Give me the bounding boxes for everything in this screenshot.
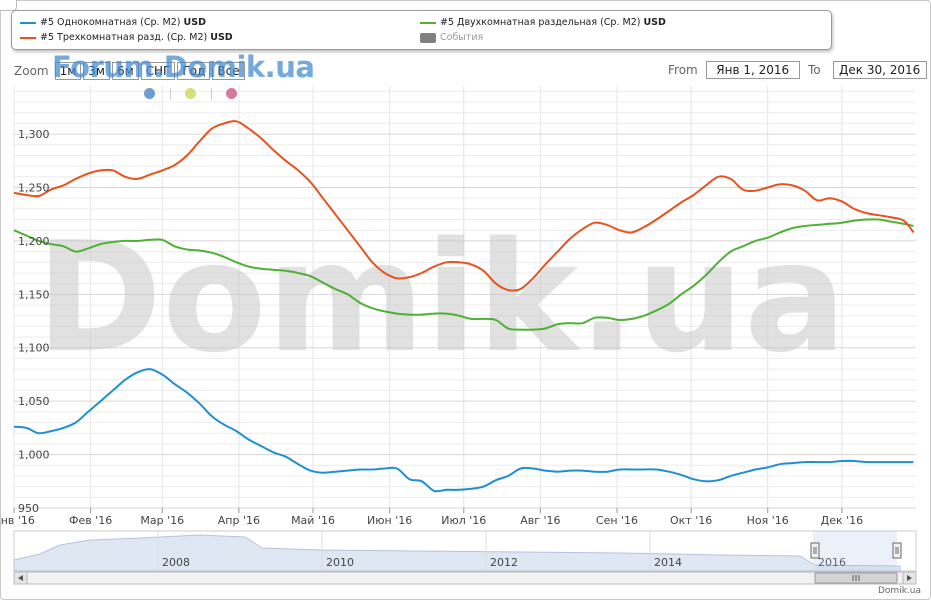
navigator-year-label: 2016 bbox=[818, 556, 846, 569]
vertical-gridlines bbox=[13, 86, 843, 514]
x-tick-label: Ноя '16 bbox=[747, 514, 789, 527]
legend-label-2room: #5 Двухкомнатная раздельная (Ср. М2) bbox=[440, 17, 641, 28]
navigator-year-label: 2014 bbox=[654, 556, 682, 569]
event-marker-yellow[interactable] bbox=[185, 88, 196, 99]
legend-swatch-3room bbox=[20, 36, 36, 39]
navigator-overview-area bbox=[13, 534, 901, 572]
series-lines bbox=[13, 120, 915, 493]
legend-swatch-events bbox=[420, 32, 436, 43]
arrow-right-icon bbox=[907, 575, 912, 581]
zoom-bar: Zoom 1м 3м 6м СНГ Год Все bbox=[14, 62, 247, 80]
x-tick-labels: Янв '16 Фев '16 Мар '16 Апр '16 Май '16 Июн '… bbox=[0, 508, 863, 527]
range-from-label: From bbox=[668, 63, 698, 77]
legend-unit-2room: USD bbox=[643, 17, 666, 28]
navigator[interactable]: 2008 2010 2012 2014 2016 bbox=[13, 530, 917, 585]
zoom-label: Zoom bbox=[14, 64, 49, 78]
series-line-1room[interactable] bbox=[13, 368, 914, 493]
zoom-button-all[interactable]: Все bbox=[212, 62, 245, 80]
range-from: From bbox=[668, 61, 800, 79]
legend-item-3room[interactable]: #5 Трехкомнатная разд. (Ср. М2) USD bbox=[20, 32, 233, 43]
zoom-button-year[interactable]: Год bbox=[177, 62, 211, 80]
y-tick-label: 1,200 bbox=[18, 235, 50, 248]
navigator-handle-left[interactable] bbox=[810, 542, 820, 559]
legend-unit-3room: USD bbox=[210, 32, 233, 43]
y-tick-label: 1,250 bbox=[18, 181, 50, 194]
legend-label-3room: #5 Трехкомнатная разд. (Ср. М2) bbox=[40, 32, 208, 43]
zoom-button-ytd[interactable]: СНГ bbox=[140, 62, 176, 80]
legend-item-2room[interactable]: #5 Двухкомнатная раздельная (Ср. М2) USD bbox=[420, 17, 666, 28]
x-tick-label: Апр '16 bbox=[218, 514, 260, 527]
arrow-left-icon bbox=[18, 575, 23, 581]
zoom-button-6m[interactable]: 6м bbox=[111, 62, 139, 80]
legend-swatch-1room bbox=[20, 21, 36, 24]
legend-item-events[interactable]: События bbox=[420, 32, 483, 43]
x-tick-label: Сен '16 bbox=[596, 514, 638, 527]
legend: #5 Однокомнатная (Ср. М2) USD #5 Двухком… bbox=[11, 10, 832, 50]
x-tick-label: Фев '16 bbox=[69, 514, 112, 527]
range-from-input[interactable] bbox=[705, 61, 800, 79]
x-tick-label: Июл '16 bbox=[441, 514, 486, 527]
corner-handle[interactable] bbox=[0, 0, 17, 11]
x-tick-label: Авг '16 bbox=[520, 514, 560, 527]
scrollbar-track[interactable] bbox=[13, 571, 917, 585]
event-marker-separator bbox=[170, 88, 171, 100]
series-line-3room[interactable] bbox=[13, 120, 915, 292]
zoom-button-1m[interactable]: 1м bbox=[54, 62, 82, 80]
event-marker-pink[interactable] bbox=[226, 88, 237, 99]
background-watermark: Domik.ua bbox=[36, 209, 847, 386]
y-tick-label: 1,100 bbox=[18, 342, 50, 355]
zoom-button-3m[interactable]: 3м bbox=[83, 62, 110, 80]
x-tick-label: Мар '16 bbox=[140, 514, 184, 527]
event-marker-separator bbox=[211, 88, 212, 100]
y-tick-label: 1,000 bbox=[18, 449, 50, 462]
credit-link[interactable]: Domik.ua bbox=[878, 586, 921, 596]
navigator-selection[interactable] bbox=[815, 531, 897, 571]
navigator-handle-right[interactable] bbox=[892, 542, 902, 559]
range-to: To bbox=[808, 61, 927, 79]
forum-watermark: Forum.Domik.ua bbox=[52, 50, 315, 84]
y-tick-label: 1,300 bbox=[18, 128, 50, 141]
series-line-2room[interactable] bbox=[13, 218, 914, 331]
y-tick-labels: 950 1,000 1,050 1,100 1,150 1,200 1,250 1,300 bbox=[18, 128, 50, 515]
navigator-year-label: 2010 bbox=[326, 556, 354, 569]
x-tick-label: Окт '16 bbox=[670, 514, 712, 527]
range-to-input[interactable] bbox=[832, 61, 927, 79]
x-tick-label: Июн '16 bbox=[367, 514, 412, 527]
legend-item-1room[interactable]: #5 Однокомнатная (Ср. М2) USD bbox=[20, 17, 206, 28]
y-tick-label: 950 bbox=[18, 502, 39, 515]
legend-label-1room: #5 Однокомнатная (Ср. М2) bbox=[40, 17, 181, 28]
range-to-label: To bbox=[808, 63, 821, 77]
x-tick-label: Май '16 bbox=[291, 514, 335, 527]
navigator-year-label: 2012 bbox=[490, 556, 518, 569]
event-marker-blue[interactable] bbox=[144, 88, 155, 99]
x-tick-label: Дек '16 bbox=[821, 514, 864, 527]
navigator-year-label: 2008 bbox=[162, 556, 190, 569]
x-tick-label: Янв '16 bbox=[0, 514, 35, 527]
legend-label-events: События bbox=[440, 32, 484, 43]
y-tick-label: 1,150 bbox=[18, 288, 50, 301]
y-tick-label: 1,050 bbox=[18, 395, 50, 408]
legend-swatch-2room bbox=[420, 21, 436, 24]
legend-unit-1room: USD bbox=[183, 17, 206, 28]
